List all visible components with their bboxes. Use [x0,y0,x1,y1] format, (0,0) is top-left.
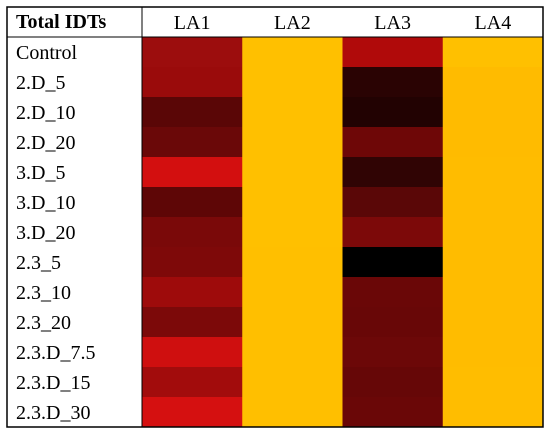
column-header-la1: LA1 [174,12,211,34]
heatmap-cell [442,307,544,338]
heatmap-cell [442,397,544,428]
row-label: 3.D_10 [16,192,75,214]
heatmap-cell [242,157,343,188]
heatmap-cell [142,97,243,128]
heatmap-cell [242,37,343,68]
heatmap-cell [342,277,444,308]
heatmap-cell [342,307,444,338]
heatmap-cell [442,97,544,128]
row-label: 3.D_20 [16,222,75,244]
heatmap-cell [142,247,243,278]
heatmap-cells [142,37,544,428]
heatmap-cell [342,367,444,398]
heatmap-cell [442,217,544,248]
heatmap-cell [342,187,444,218]
heatmap-cell [342,127,444,158]
heatmap-cell [242,307,343,338]
heatmap-cell [442,337,544,368]
heatmap-cell [142,37,243,68]
row-label: 3.D_5 [16,162,65,184]
row-label: 2.3_5 [16,252,61,274]
heatmap-cell [242,277,343,308]
heatmap-cell [242,127,343,158]
column-header-la4: LA4 [475,12,512,34]
heatmap-cell [342,67,444,98]
row-label: 2.3.D_7.5 [16,342,95,364]
row-labels: Control 2.D_5 2.D_10 2.D_20 3.D_5 3.D_10 3.D_2… [16,42,95,424]
heatmap-cell [242,187,343,218]
row-label: 2.D_5 [16,72,65,94]
heatmap-cell [142,187,243,218]
heatmap-cell [342,97,444,128]
heatmap-cell [242,337,343,368]
heatmap-cell [342,37,444,68]
heatmap-cell [142,277,243,308]
heatmap-cell [142,307,243,338]
row-label: 2.3.D_30 [16,402,90,424]
heatmap-cell [242,367,343,398]
heatmap-cell [442,247,544,278]
heatmap-cell [142,217,243,248]
column-header-la2: LA2 [274,12,311,34]
heatmap-cell [342,337,444,368]
heatmap-cell [342,217,444,248]
heatmap-cell [442,127,544,158]
row-label: Control [16,42,78,64]
heatmap-cell [142,337,243,368]
heatmap-cell [442,67,544,98]
heatmap-cell [442,367,544,398]
heatmap-cell [242,397,343,428]
table-outer-border [6,6,544,428]
heatmap-cell [242,97,343,128]
column-header-la3: LA3 [374,12,411,34]
heatmap-cell [142,397,243,428]
table-borders [6,6,544,428]
heatmap-cell [442,277,544,308]
row-label: 2.D_10 [16,102,75,124]
heatmap-cell [342,247,444,278]
row-label: 2.D_20 [16,132,75,154]
heatmap-cell [242,217,343,248]
heatmap-cell [442,157,544,188]
row-label: 2.3_10 [16,282,71,304]
heatmap-cell [342,397,444,428]
heatmap-cell [442,187,544,218]
row-label: 2.3.D_15 [16,372,90,394]
heatmap-cell [142,367,243,398]
row-label: 2.3_20 [16,312,71,334]
heatmap-cell [242,67,343,98]
heatmap-cell [142,67,243,98]
heatmap-cell [142,157,243,188]
heatmap-cell [242,247,343,278]
column-headers: LA1 LA2 LA3 LA4 [174,12,511,34]
heatmap-cell [342,157,444,188]
heatmap-cell [142,127,243,158]
heatmap-title: Total IDTs [16,11,106,33]
heatmap-cell [442,37,544,68]
